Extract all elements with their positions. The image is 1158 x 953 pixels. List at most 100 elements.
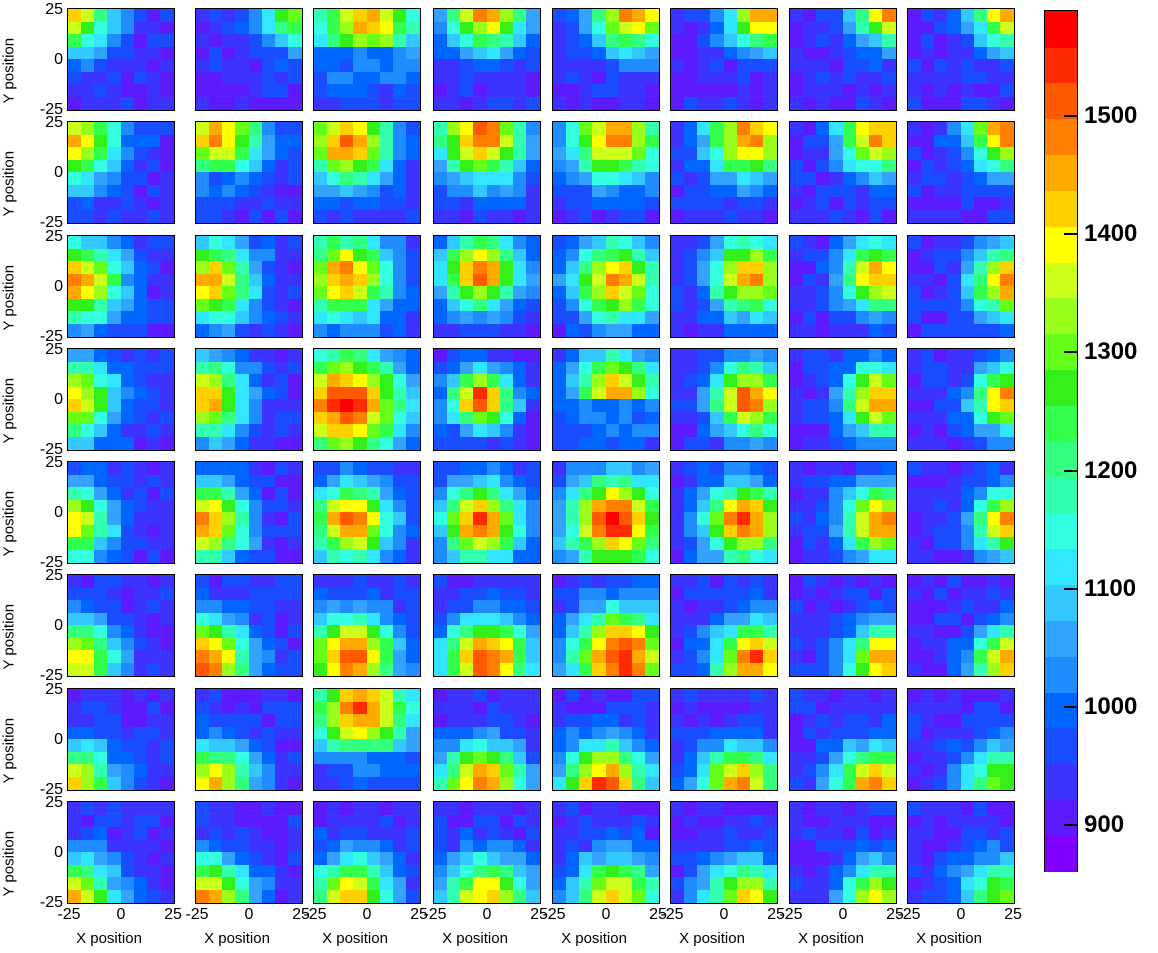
heatmap-bin [644, 499, 659, 513]
heatmap-bin [934, 159, 948, 173]
heatmap-bin [68, 298, 82, 312]
heatmap-bin [68, 587, 82, 601]
heatmap-bin [749, 764, 764, 778]
heatmap-bin [816, 487, 830, 501]
heatmap-bin [908, 802, 922, 816]
heatmap-bin [68, 776, 82, 790]
heatmap-bin [631, 852, 646, 866]
heatmap-bin [120, 575, 135, 589]
heatmap-bin [671, 361, 685, 375]
heatmap-bin [366, 349, 381, 363]
heatmap-bin [434, 689, 448, 703]
heatmap-bin [723, 764, 738, 778]
heatmap-bin [986, 436, 1001, 450]
heatmap-bin [736, 889, 751, 903]
heatmap-bin [631, 349, 646, 363]
heatmap-bin [353, 751, 368, 765]
heatmap-bin [120, 349, 135, 363]
heatmap-bin [986, 9, 1001, 23]
heatmap-bin [842, 236, 857, 250]
heatmap-bin [327, 524, 341, 538]
heatmap-bin [327, 662, 341, 676]
heatmap-bin [973, 71, 988, 85]
heatmap-bin [392, 197, 407, 211]
heatmap-bin [842, 323, 857, 337]
heatmap-bin [842, 184, 857, 198]
heatmap-bin [553, 537, 567, 551]
heatmap-bin [274, 349, 289, 363]
heatmap-bin [460, 323, 474, 337]
heatmap-bin [287, 286, 302, 300]
heatmap-bin [697, 852, 711, 866]
heatmap-bin [460, 751, 474, 765]
heatmap-bin [146, 134, 161, 148]
heatmap-bin [235, 739, 250, 753]
heatmap-bin [379, 84, 394, 98]
heatmap-bin [723, 122, 738, 136]
heatmap-bin [605, 839, 620, 853]
heatmap-bin [68, 9, 82, 23]
heatmap-bin [379, 524, 394, 538]
heatmap-bin [196, 764, 210, 778]
heatmap-bin [340, 71, 354, 85]
heatmap-bin [248, 59, 263, 73]
heatmap-bin [460, 286, 474, 300]
heatmap-bin [908, 323, 922, 337]
x-tick-label: -25 [542, 906, 566, 923]
heatmap-bin [973, 298, 988, 312]
heatmap-bin [881, 637, 896, 651]
heatmap-bin [248, 21, 263, 35]
heatmap-bin [353, 261, 368, 275]
heatmap-bin [222, 662, 236, 676]
heatmap-bin [159, 361, 174, 375]
heatmap-bin [723, 323, 738, 337]
heatmap-bin [235, 349, 250, 363]
heatmap-bin [762, 575, 777, 589]
heatmap-bin [749, 625, 764, 639]
heatmap-bin [803, 839, 817, 853]
heatmap-bin [512, 802, 527, 816]
heatmap-bin [287, 839, 302, 853]
heatmap-bin [499, 248, 514, 262]
heatmap-bin [762, 374, 777, 388]
heatmap-bin [579, 147, 593, 161]
heatmap-bin [762, 96, 777, 110]
heatmap-bin [146, 637, 161, 651]
heatmap-bin [749, 261, 764, 275]
heatmap-bin [314, 549, 328, 563]
heatmap-bin [460, 726, 474, 740]
heatmap-bin [842, 600, 857, 614]
heatmap-bin [146, 487, 161, 501]
heatmap-bin [146, 424, 161, 438]
heatmap-bin [736, 122, 751, 136]
heatmap-bin [405, 21, 420, 35]
heatmap-bin [749, 549, 764, 563]
heatmap-bin [81, 361, 95, 375]
heatmap-bin [881, 462, 896, 476]
heatmap-bin [803, 436, 817, 450]
heatmap-bin [790, 9, 804, 23]
heatmap-bin [366, 411, 381, 425]
heatmap-panel-1-4 [433, 8, 541, 111]
heatmap-bin [261, 411, 276, 425]
heatmap-bin [512, 524, 527, 538]
heatmap-bin [999, 147, 1014, 161]
heatmap-bin [107, 349, 122, 363]
heatmap-bin [999, 386, 1014, 400]
y-axis-label: Y position [0, 717, 18, 784]
heatmap-bin [248, 537, 263, 551]
x-axis-label: X position [679, 930, 745, 947]
heatmap-bin [222, 726, 236, 740]
heatmap-bin [999, 487, 1014, 501]
heatmap-bin [618, 147, 633, 161]
heatmap-bin [274, 739, 289, 753]
heatmap-bin [697, 184, 711, 198]
heatmap-bin [499, 374, 514, 388]
heatmap-panel-6-4 [433, 574, 541, 677]
heatmap-bin [671, 273, 685, 287]
heatmap-bin [631, 587, 646, 601]
colorbar-tick-label: 1500 [1084, 102, 1138, 130]
heatmap-bin [460, 701, 474, 715]
heatmap-bin [146, 524, 161, 538]
heatmap-bin [842, 474, 857, 488]
